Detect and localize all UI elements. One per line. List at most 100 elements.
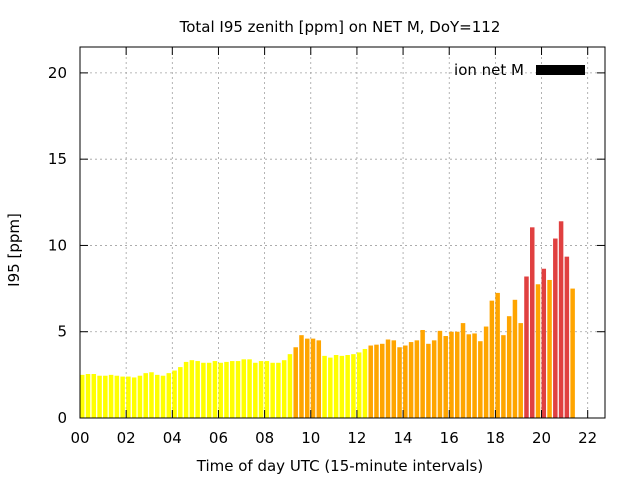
bar xyxy=(109,375,114,418)
x-tick-label: 08 xyxy=(255,429,274,447)
bar xyxy=(311,339,316,418)
bar xyxy=(253,363,257,418)
bar xyxy=(351,354,356,418)
bar xyxy=(132,377,137,418)
bar xyxy=(570,289,575,418)
bar xyxy=(334,355,339,418)
bar xyxy=(542,269,547,418)
bar xyxy=(190,360,195,418)
bar xyxy=(265,361,270,418)
x-tick-label: 22 xyxy=(578,429,597,447)
bar xyxy=(357,352,362,418)
bar xyxy=(143,373,148,418)
bar xyxy=(80,375,85,418)
bar xyxy=(288,354,293,418)
bar xyxy=(322,356,327,418)
x-tick-label: 16 xyxy=(440,429,459,447)
bar xyxy=(449,332,454,418)
bar xyxy=(345,355,350,418)
bar xyxy=(461,323,466,418)
bar xyxy=(149,372,154,418)
legend-swatch xyxy=(536,65,585,75)
x-tick-label: 14 xyxy=(394,429,413,447)
bar xyxy=(363,349,368,418)
bar xyxy=(553,239,558,418)
legend: ion net M xyxy=(454,61,585,79)
bar xyxy=(293,347,298,418)
bar xyxy=(201,363,206,418)
x-axis-label: Time of day UTC (15-minute intervals) xyxy=(196,457,483,475)
y-axis-label: I95 [ppm] xyxy=(5,213,23,287)
bar xyxy=(161,376,166,418)
bar xyxy=(507,316,512,418)
bar xyxy=(397,347,402,418)
bar xyxy=(490,301,495,418)
bar xyxy=(374,345,379,418)
x-tick-label: 18 xyxy=(486,429,505,447)
x-tick-label: 04 xyxy=(163,429,182,447)
bar xyxy=(547,280,552,418)
bar xyxy=(103,376,108,418)
bar xyxy=(86,374,91,418)
x-tick-label: 12 xyxy=(347,429,366,447)
bar xyxy=(472,333,477,418)
bar xyxy=(467,334,472,418)
x-tick-label: 10 xyxy=(301,429,320,447)
bar xyxy=(167,373,172,418)
bar xyxy=(195,361,200,418)
bar xyxy=(559,221,564,418)
bar xyxy=(455,332,460,418)
bar xyxy=(392,340,397,418)
bar xyxy=(230,361,235,418)
legend-label: ion net M xyxy=(454,61,524,79)
bar xyxy=(530,227,535,418)
bar xyxy=(282,360,287,418)
bar xyxy=(478,341,483,418)
y-tick-label: 15 xyxy=(48,150,67,168)
bar xyxy=(155,375,160,418)
bar xyxy=(518,323,523,418)
bar xyxy=(126,377,130,418)
bar xyxy=(184,362,189,418)
bar xyxy=(432,340,437,418)
bar xyxy=(328,358,333,418)
bar xyxy=(438,331,443,418)
bar xyxy=(426,344,431,418)
x-tick-label: 20 xyxy=(532,429,551,447)
bar xyxy=(403,346,408,418)
bar xyxy=(536,284,541,418)
bar xyxy=(420,330,425,418)
bar xyxy=(501,335,506,418)
bar xyxy=(236,361,241,418)
y-tick-label: 20 xyxy=(48,64,67,82)
x-tick-label: 02 xyxy=(117,429,136,447)
bar xyxy=(218,363,223,418)
bar xyxy=(305,339,310,418)
y-tick-label: 10 xyxy=(48,236,67,254)
x-tick-label: 00 xyxy=(70,429,89,447)
bar xyxy=(443,336,448,418)
bar xyxy=(524,277,529,418)
y-tick-label: 0 xyxy=(57,409,67,427)
bar xyxy=(97,376,102,418)
bar xyxy=(380,344,385,418)
bar xyxy=(242,359,247,418)
bars xyxy=(80,221,575,418)
bar xyxy=(247,359,252,418)
bar xyxy=(172,371,177,418)
bar xyxy=(495,293,500,418)
bar xyxy=(340,356,345,418)
bar xyxy=(115,376,120,418)
chart: 0510152000 02 04 06 08 10 12 14 16 18 20 22 Total I… xyxy=(0,0,640,480)
bar xyxy=(92,374,97,418)
bar xyxy=(138,376,143,418)
bar xyxy=(224,362,229,418)
bar xyxy=(299,335,304,418)
bar xyxy=(409,342,414,418)
bar xyxy=(207,363,212,418)
bar xyxy=(484,327,489,418)
chart-title: Total I95 zenith [ppm] on NET M, DoY=112 xyxy=(179,18,501,36)
y-tick-label: 5 xyxy=(57,323,67,341)
bar xyxy=(513,300,518,418)
bar xyxy=(120,377,125,418)
